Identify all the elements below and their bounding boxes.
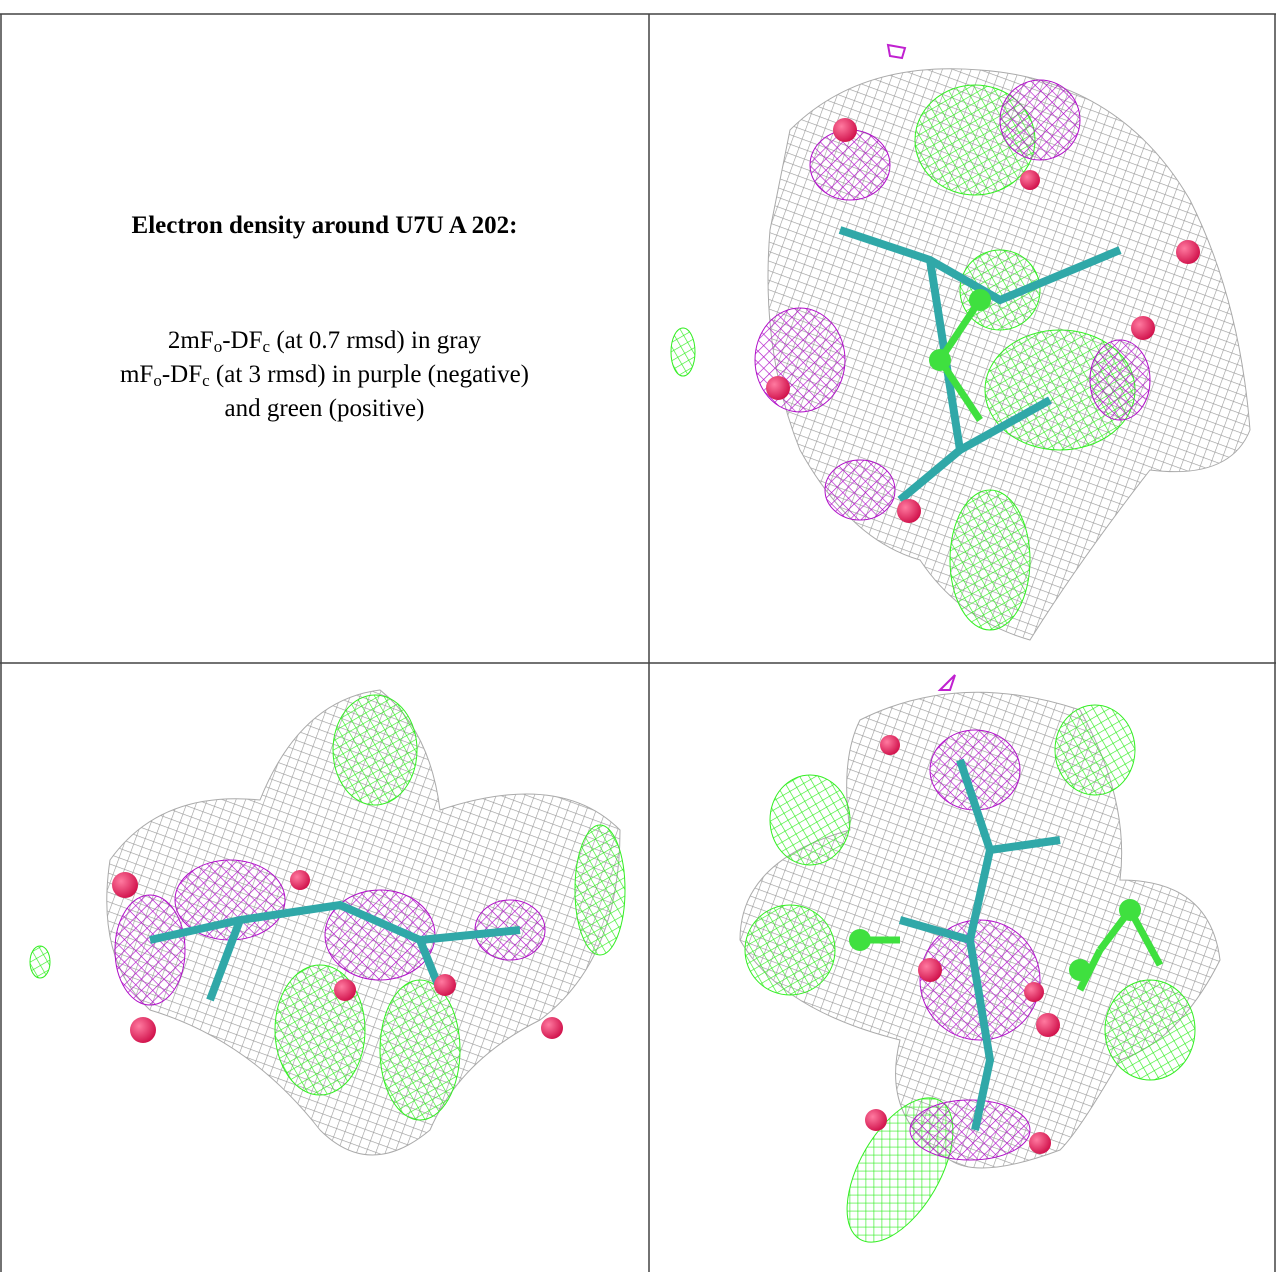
density-view-3	[739, 674, 1221, 1243]
subscript: o	[153, 371, 162, 390]
legend-text: -DF	[222, 327, 263, 354]
subscript: c	[262, 337, 271, 356]
density-view-2	[29, 689, 626, 1156]
legend-text: -DF	[161, 361, 203, 388]
legend-line: and green (positive)	[0, 392, 649, 426]
grid-frame	[0, 13, 1276, 1272]
subscript: o	[213, 337, 223, 356]
legend-text: 2mF	[167, 327, 214, 354]
legend: 2mFo-DFc (at 0.7 rmsd) in gray mFo-DFc (a…	[0, 324, 649, 426]
legend-text: mF	[119, 361, 154, 388]
subscript: c	[202, 371, 210, 390]
density-view-1	[670, 43, 1251, 641]
legend-text: (at 0.7 rmsd) in gray	[270, 327, 482, 354]
legend-text: (at 3 rmsd) in purple (negative)	[209, 361, 530, 388]
panel-title: Electron density around U7U A 202:	[131, 212, 518, 239]
legend-line: mFo-DFc (at 3 rmsd) in purple (negative)	[0, 358, 649, 392]
legend-text: and green (positive)	[224, 395, 425, 422]
legend-line: 2mFo-DFc (at 0.7 rmsd) in gray	[0, 324, 649, 358]
